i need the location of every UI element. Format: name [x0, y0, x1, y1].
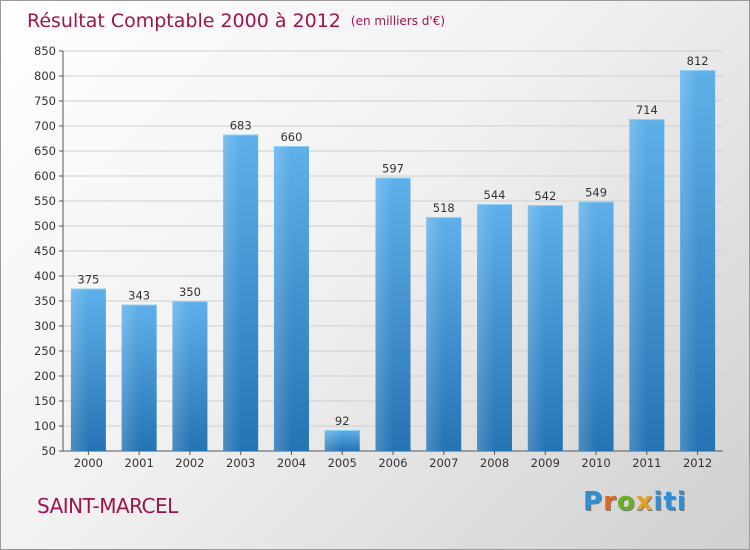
y-tick-label: 50 [41, 444, 56, 458]
y-tick-label: 550 [34, 194, 56, 208]
x-tick-label: 2011 [632, 456, 661, 470]
bar-highlight [578, 201, 597, 451]
data-label: 375 [77, 273, 99, 287]
x-tick-label: 2012 [683, 456, 712, 470]
y-tick-label: 750 [34, 94, 56, 108]
x-tick-label: 2003 [226, 456, 255, 470]
y-tick-label: 400 [34, 269, 56, 283]
title-text: Résultat Comptable 2000 à 2012 [27, 10, 341, 32]
data-label: 92 [335, 414, 350, 428]
logo-letter: iti [653, 487, 687, 517]
bar-highlight [223, 134, 241, 451]
y-tick-label: 150 [34, 394, 56, 408]
city-name: SAINT-MARCEL [37, 494, 178, 518]
data-label: 343 [128, 289, 150, 303]
data-label: 549 [585, 186, 607, 200]
x-tick-label: 2009 [531, 456, 560, 470]
x-tick-label: 2001 [125, 456, 154, 470]
bar-highlight [172, 301, 190, 451]
data-label: 683 [230, 119, 252, 133]
data-label: 542 [534, 189, 556, 203]
data-label: 350 [179, 285, 201, 299]
bar-highlight [477, 204, 495, 451]
bar-highlight [273, 146, 292, 451]
y-tick-label: 850 [34, 44, 56, 58]
y-tick-label: 700 [34, 119, 56, 133]
x-tick-label: 2006 [378, 456, 407, 470]
data-label: 544 [484, 188, 506, 202]
logo-letter: o [616, 487, 636, 517]
y-tick-label: 450 [34, 244, 56, 258]
x-tick-label: 2010 [581, 456, 610, 470]
bar-highlight [375, 177, 393, 451]
x-tick-label: 2007 [429, 456, 458, 470]
y-tick-label: 350 [34, 294, 56, 308]
x-tick-label: 2004 [277, 456, 306, 470]
y-tick-label: 200 [34, 369, 56, 383]
x-tick-label: 2008 [480, 456, 509, 470]
chart-title: Résultat Comptable 2000 à 2012 (en millie… [27, 7, 445, 35]
data-label: 714 [636, 103, 658, 117]
bar-highlight [629, 119, 647, 451]
y-tick-label: 600 [34, 169, 56, 183]
y-tick-label: 650 [34, 144, 56, 158]
x-tick-label: 2005 [328, 456, 357, 470]
y-tick-label: 100 [34, 419, 56, 433]
chart-subtitle: (en milliers d'€) [350, 14, 446, 28]
y-tick-label: 250 [34, 344, 56, 358]
bar-highlight [324, 430, 343, 451]
data-label: 812 [687, 54, 709, 68]
bar-highlight [121, 304, 140, 451]
bar-highlight [70, 288, 89, 451]
data-label: 518 [433, 201, 455, 215]
bar-highlight [680, 70, 698, 451]
y-tick-label: 800 [34, 69, 56, 83]
y-tick-label: 300 [34, 319, 56, 333]
y-tick-label: 500 [34, 219, 56, 233]
proxiti-logo: Proxiti [583, 487, 687, 517]
logo-letter: r [603, 487, 617, 517]
bar-highlight [426, 217, 444, 451]
x-tick-label: 2000 [74, 456, 103, 470]
data-label: 597 [382, 162, 404, 176]
data-label: 660 [280, 130, 302, 144]
bar-highlight [527, 205, 546, 451]
logo-letter: x [635, 487, 654, 517]
x-tick-label: 2002 [175, 456, 204, 470]
logo-letter: P [583, 487, 604, 517]
